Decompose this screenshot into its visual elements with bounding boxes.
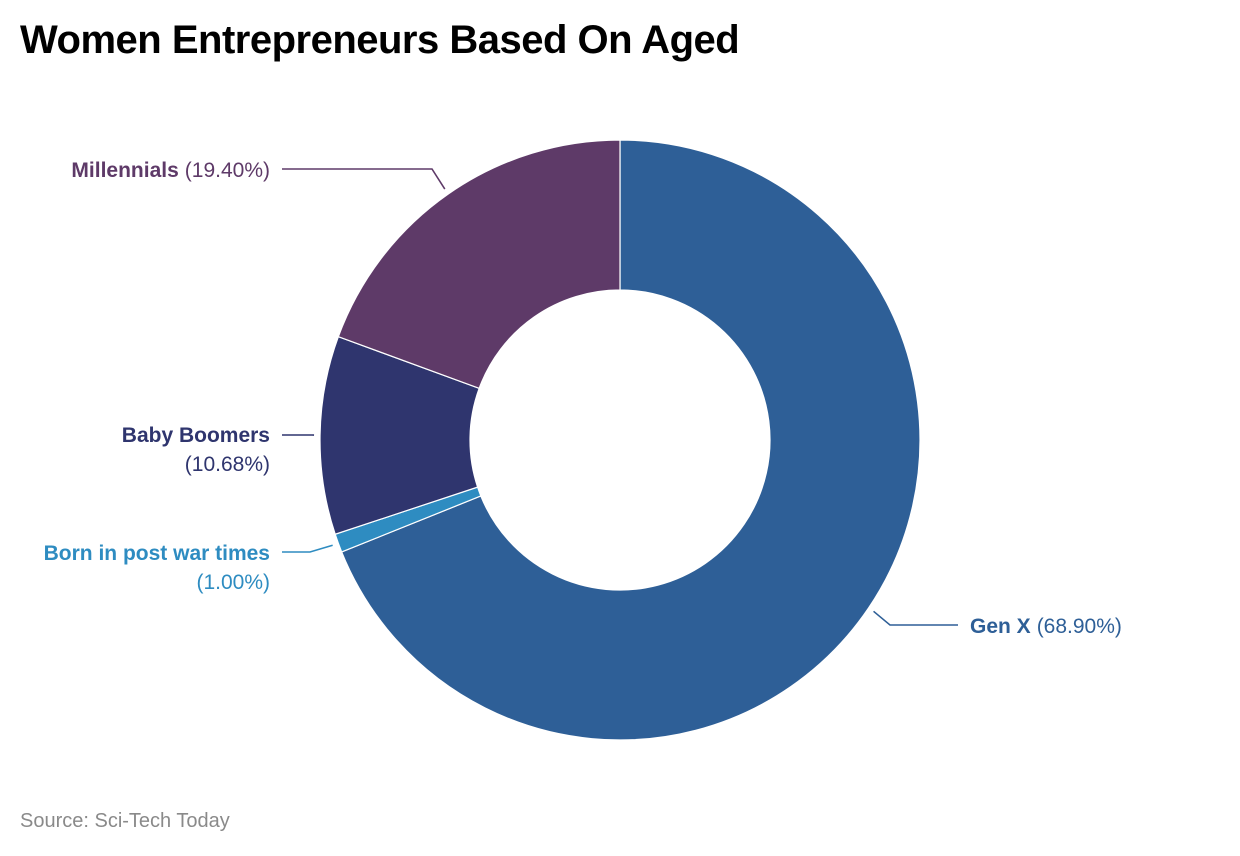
leader-line-gen-x [873,610,958,626]
data-label-name: Born in post war times [44,542,270,565]
source-note: Source: Sci-Tech Today [20,810,230,832]
data-label-millennials: Millennials (19.40%) [71,159,270,182]
data-label-value: (1.00%) [196,571,270,594]
chart-title: Women Entrepreneurs Based On Aged [20,18,740,62]
data-label-name: Gen X [970,615,1031,638]
data-label-gen-x: Gen X (68.90%) [970,615,1122,638]
slice-gen-x [340,139,921,741]
leader-lines-layer [282,168,958,626]
data-label-baby-boomers: Baby Boomers (10.68%) [122,424,270,476]
data-label-value: (68.90%) [1037,615,1122,638]
slice-millennials [337,139,621,390]
leader-line-millennials [282,168,446,190]
slices-layer [319,139,921,741]
data-labels-layer: Gen X (68.90%) Born in post war times (1.00… [44,159,1122,638]
data-label-value: (19.40%) [185,159,270,182]
data-label-name: Baby Boomers [122,424,270,447]
data-label-name: Millennials [71,159,178,182]
leader-line-born-in-post-war-times [282,544,333,553]
data-label-value: (10.68%) [185,453,270,476]
data-label-born-in-post-war-times: Born in post war times (1.00%) [44,542,270,594]
